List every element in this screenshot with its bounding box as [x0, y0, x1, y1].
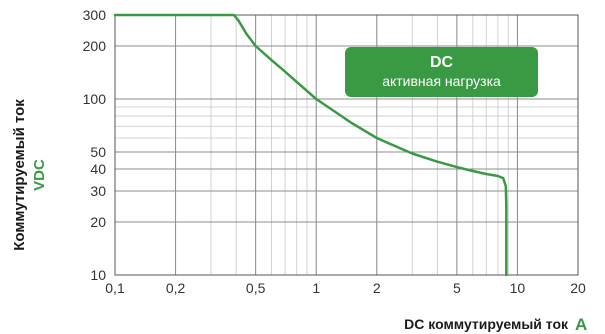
x-tick-label: 10	[510, 280, 526, 296]
x-tick-label: 1	[312, 280, 320, 296]
y-tick-label: 20	[90, 214, 106, 230]
grid-major-lines	[115, 15, 578, 275]
series-line	[113, 13, 508, 277]
annotation-title: DC	[430, 54, 454, 71]
x-tick-label: 0,2	[166, 280, 186, 296]
y-tick-label: 100	[83, 91, 107, 107]
y-tick-label: 300	[83, 7, 107, 23]
x-axis-unit: A	[575, 315, 587, 334]
annotation-badge-box	[345, 47, 538, 97]
plot-frame	[114, 14, 579, 276]
annotation-badge: DC активная нагрузка	[345, 47, 538, 97]
y-tick-label: 40	[90, 161, 106, 177]
x-axis-label: DC коммутируемый ток	[404, 316, 569, 332]
y-axis-title: Коммутируемый ток VDC	[11, 99, 48, 251]
x-tick-label: 0,5	[246, 280, 266, 296]
x-tick-label: 20	[570, 280, 586, 296]
x-axis-title: DC коммутируемый ток A	[404, 315, 587, 334]
y-axis-unit: VDC	[31, 159, 48, 191]
y-axis-label: Коммутируемый ток	[11, 99, 28, 251]
x-tick-label: 5	[453, 280, 461, 296]
x-tick-label: 2	[373, 280, 381, 296]
x-tick-labels: 0,1 0,2 0,5 1 2 5 10 20	[105, 280, 586, 296]
y-tick-label: 30	[90, 183, 106, 199]
y-tick-label: 200	[83, 38, 107, 54]
y-tick-label: 10	[90, 267, 106, 283]
x-tick-label: 0,1	[105, 280, 125, 296]
y-tick-label: 50	[90, 144, 106, 160]
annotation-subtitle: активная нагрузка	[382, 73, 501, 89]
